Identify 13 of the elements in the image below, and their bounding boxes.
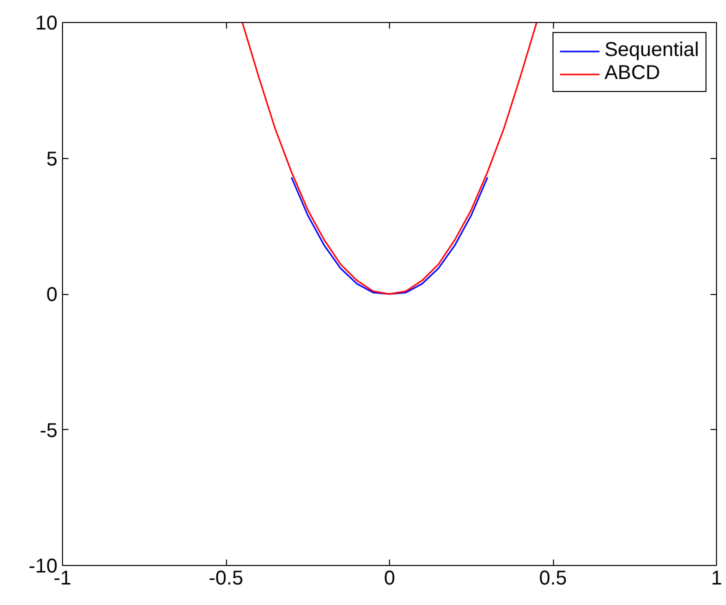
- x-tick-label: 0: [384, 568, 396, 590]
- y-tick-label: -5: [40, 420, 58, 442]
- y-tick-label: 10: [35, 12, 58, 34]
- line-series: [242, 22, 538, 295]
- line-series: [290, 176, 488, 295]
- legend-label: Sequential: [604, 39, 699, 62]
- x-tick-label: 1: [710, 568, 722, 590]
- y-tick-label: 5: [46, 148, 58, 170]
- x-tick-label: 0.5: [539, 568, 567, 590]
- x-tick-label: -0.5: [208, 568, 244, 590]
- y-tick-label: -10: [28, 556, 58, 578]
- legend-label: ABCD: [604, 62, 660, 85]
- y-tick-label: 0: [46, 284, 58, 306]
